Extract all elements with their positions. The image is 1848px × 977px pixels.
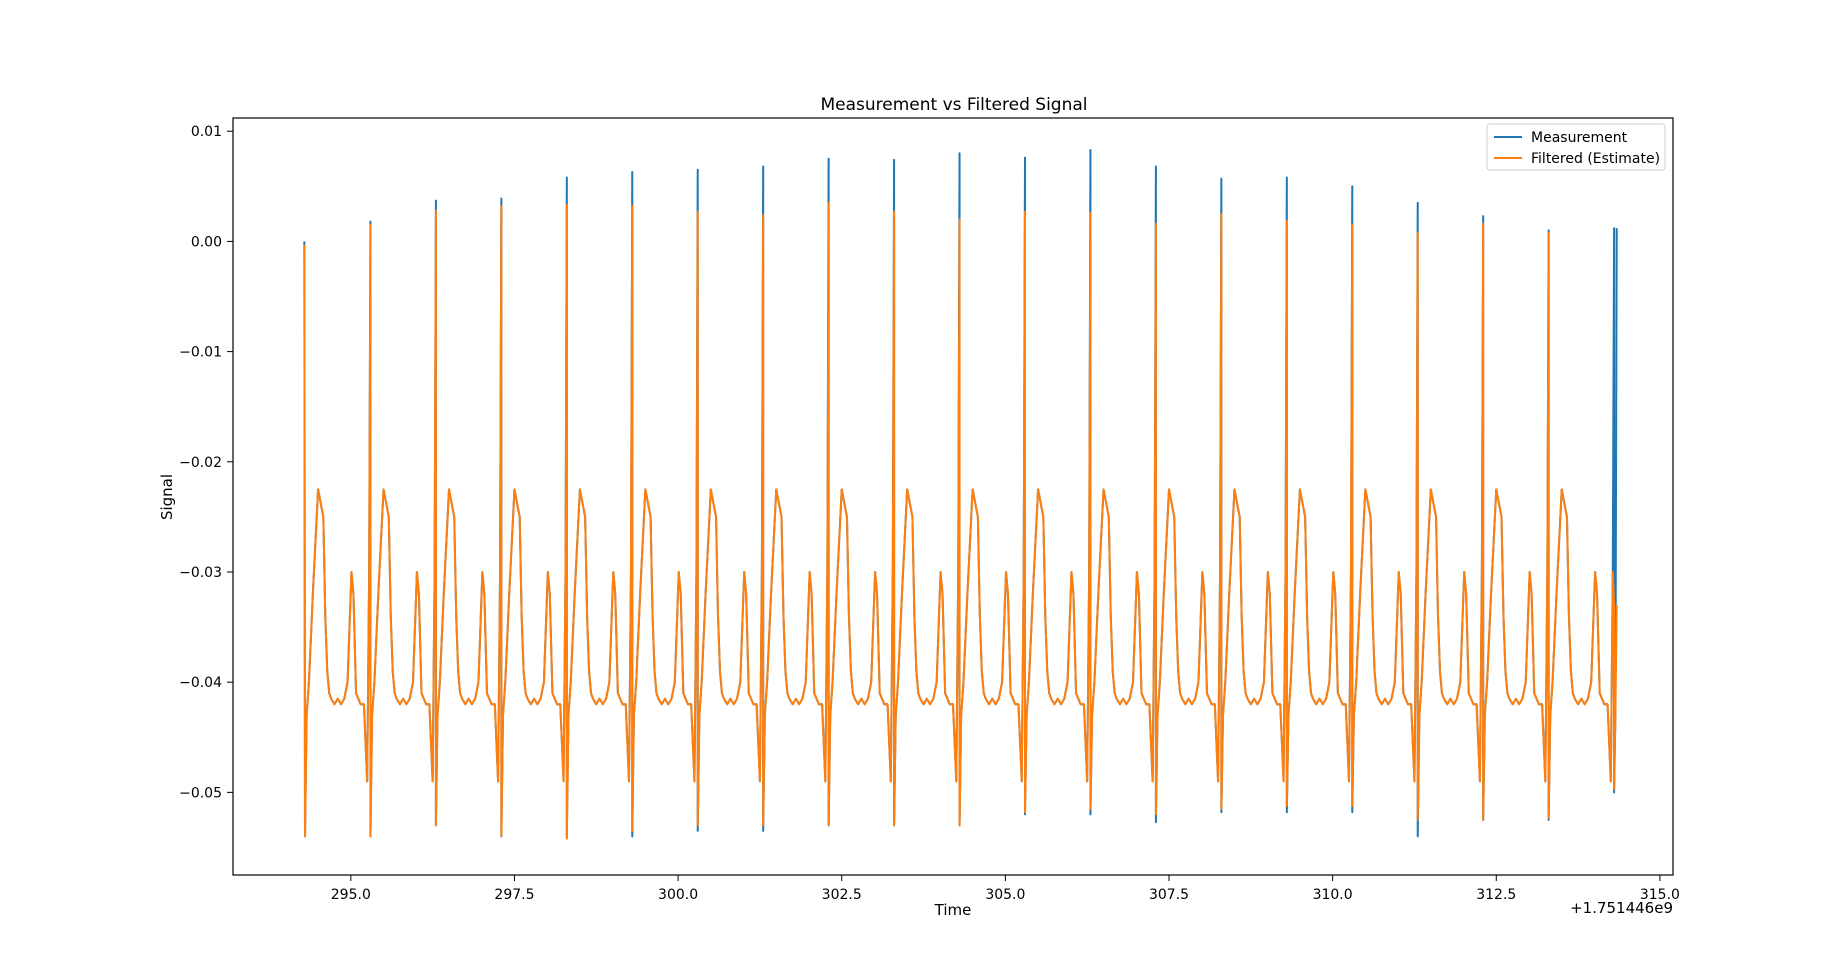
x-tick-label: 312.5 (1476, 887, 1516, 903)
y-tick-label: 0.01 (191, 124, 222, 140)
y-tick-label: −0.01 (179, 345, 222, 361)
filtered-series-line (303, 201, 1618, 840)
legend-label-measurement: Measurement (1531, 130, 1628, 146)
y-axis-label: Signal (158, 474, 176, 520)
plot-area (232, 117, 1674, 876)
y-axis: 0.01 0.00 −0.01 −0.02 −0.03 −0.04 −0.05 (179, 124, 233, 801)
axes-frame (232, 117, 1674, 876)
y-tick-label: −0.04 (179, 675, 222, 691)
x-tick-label: 305.0 (985, 887, 1025, 903)
y-tick-label: −0.03 (179, 565, 222, 581)
y-tick-label: −0.05 (179, 785, 222, 801)
y-tick-label: 0.00 (191, 234, 222, 250)
x-tick-label: 315.0 (1640, 887, 1680, 903)
x-tick-label: 297.5 (494, 887, 534, 903)
x-tick-label: 302.5 (822, 887, 862, 903)
x-axis-label: Time (934, 901, 972, 919)
legend-box (1486, 123, 1666, 171)
x-tick-label: 307.5 (1149, 887, 1189, 903)
x-offset-label: +1.751446e9 (1570, 899, 1673, 917)
legend: Measurement Filtered (Estimate) (1486, 123, 1666, 171)
chart-title: Measurement vs Filtered Signal (820, 95, 1087, 115)
legend-label-filtered: Filtered (Estimate) (1531, 151, 1660, 167)
x-tick-label: 295.0 (331, 887, 371, 903)
x-tick-label: 300.0 (658, 887, 698, 903)
x-axis: 295.0 297.5 300.0 302.5 305.0 307.5 310.0 312.5… (331, 875, 1680, 903)
series-group (303, 148, 1618, 840)
y-tick-label: −0.02 (179, 455, 222, 471)
x-tick-label: 310.0 (1313, 887, 1353, 903)
